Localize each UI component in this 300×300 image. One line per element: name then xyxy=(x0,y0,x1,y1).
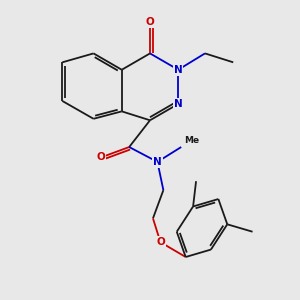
Text: O: O xyxy=(97,152,105,162)
Text: N: N xyxy=(153,157,162,167)
Text: Me: Me xyxy=(184,136,199,145)
Text: N: N xyxy=(174,99,183,109)
Text: O: O xyxy=(146,17,154,27)
Text: N: N xyxy=(174,65,183,75)
Text: O: O xyxy=(156,237,165,247)
